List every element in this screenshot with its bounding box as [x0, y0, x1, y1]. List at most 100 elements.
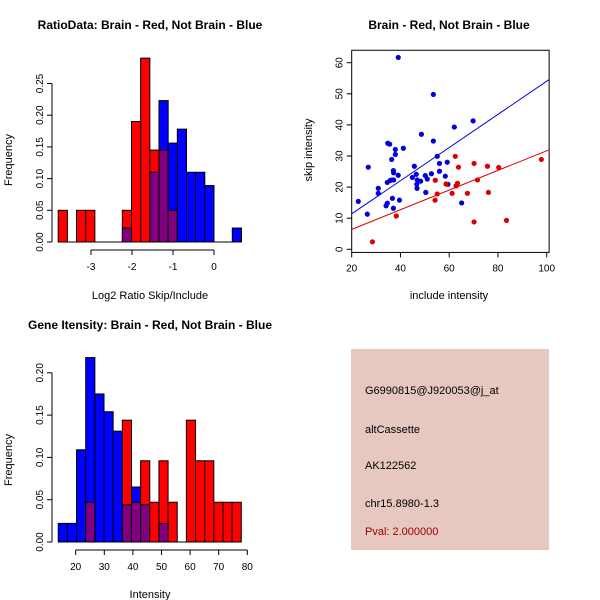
intensity-x-tick-label: 70	[213, 562, 225, 573]
scatter-point	[485, 189, 492, 195]
scatter-xlabel: include intensity	[410, 290, 489, 302]
scatter-x-tick-label: 20	[346, 263, 358, 274]
ratio-x-tick-label: -1	[169, 262, 178, 273]
scatter-point	[464, 190, 471, 196]
scatter-point	[444, 159, 450, 165]
scatter-y-tick-label: 60	[335, 57, 346, 69]
ratio-x-tick-label: -3	[87, 262, 96, 273]
p-value: Pval: 2.000000	[365, 526, 439, 538]
intensity-bar	[76, 449, 87, 543]
scatter-title: Brain - Red, Not Brain - Blue	[368, 18, 530, 32]
scatter-x-tick-label: 100	[538, 263, 555, 274]
scatter-y-tick-label: 50	[335, 88, 346, 100]
intensity-bar	[66, 522, 78, 543]
scatter-x-tick-label: 80	[492, 263, 504, 274]
ratio-bar	[140, 57, 151, 243]
scatter-point	[432, 177, 438, 183]
scatter-y-tick-label: 40	[335, 119, 346, 131]
scatter-point	[413, 171, 419, 177]
ratio-bar	[204, 185, 215, 243]
intensity-bar	[103, 411, 114, 543]
ratio-y-tick-label: 0.05	[35, 200, 46, 220]
ratio-x-tick-label: 0	[211, 262, 217, 273]
ratio-bar	[85, 209, 96, 243]
ratio-y-tick-label: 0.10	[35, 168, 46, 188]
scatter-point	[392, 151, 398, 158]
scatter-point	[449, 190, 455, 196]
intensity-xlabel: Intensity	[130, 589, 171, 600]
ratio-bar	[231, 227, 242, 243]
scatter-point	[418, 131, 425, 137]
intensity-bar	[231, 501, 242, 543]
intensity-bar	[112, 430, 123, 543]
location: chr15.8980-1.3	[365, 498, 439, 510]
scatter-x-tick-label: 40	[395, 263, 407, 274]
ratio-overlap-bar	[149, 171, 160, 243]
intensity-y-tick-label: 0.10	[35, 447, 46, 467]
scatter-point	[414, 181, 420, 187]
intensity-x-tick-label: 20	[70, 562, 82, 573]
scatter-point	[355, 198, 361, 205]
intensity-bar	[195, 460, 206, 543]
scatter-point	[471, 160, 477, 167]
ratio-overlap-bar	[121, 227, 133, 243]
event-type: altCassette	[365, 424, 421, 436]
intensity-y-tick-label: 0.20	[35, 363, 46, 383]
ratio-bar	[131, 121, 142, 243]
intensity-ylabel: Frequency	[3, 434, 15, 486]
scatter-point	[395, 172, 401, 178]
intensity-y-tick-label: 0.15	[35, 405, 46, 425]
scatter-point	[496, 164, 502, 171]
scatter-point	[470, 118, 476, 124]
scatter-point	[400, 145, 406, 151]
scatter-x-tick-label: 60	[444, 263, 456, 274]
ratio-y-tick-label: 0.25	[35, 73, 46, 93]
regression-line	[351, 149, 550, 230]
ratio-bar	[185, 171, 197, 243]
scatter-point	[436, 160, 443, 167]
scatter-point	[430, 91, 436, 98]
scatter-y-tick-label: 0	[335, 246, 346, 252]
scatter-point	[414, 185, 420, 191]
scatter-point	[364, 211, 370, 217]
scatter-point	[424, 176, 430, 182]
scatter-point	[391, 170, 397, 176]
intensity-overlap-bar	[130, 501, 142, 543]
scatter-point	[411, 163, 417, 169]
scatter-point	[369, 239, 376, 245]
intensity-overlap-bar	[140, 504, 151, 543]
scatter-point	[503, 217, 510, 223]
scatter-point	[538, 156, 544, 163]
scatter-point	[389, 156, 395, 163]
intensity-bar	[94, 393, 105, 543]
intensity-overlap-bar	[158, 522, 169, 543]
scatter-point	[391, 177, 397, 183]
intensity-x-tick-label: 60	[185, 562, 197, 573]
scatter-point	[454, 180, 461, 186]
ratio-y-tick-label: 0.20	[35, 105, 46, 125]
intensity-x-tick-label: 30	[99, 562, 111, 573]
ratio-bar	[195, 171, 206, 243]
probe-id: G6990815@J920053@j_at	[365, 385, 499, 397]
intensity-bar	[204, 460, 215, 543]
scatter-point	[484, 163, 491, 169]
ratio-y-tick-label: 0.15	[35, 137, 46, 157]
intensity-x-tick-label: 40	[127, 562, 139, 573]
scatter-point	[393, 213, 399, 219]
scatter-point	[423, 189, 429, 195]
ratio-bar	[57, 209, 68, 243]
ratio-bar	[76, 209, 87, 243]
ratio-title: RatioData: Brain - Red, Not Brain - Blue	[38, 18, 263, 32]
intensity-y-tick-label: 0.00	[35, 532, 46, 552]
intensity-title: Gene Itensity: Brain - Red, Not Brain - …	[28, 318, 272, 332]
intensity-bar	[222, 501, 233, 543]
scatter-point	[442, 173, 448, 179]
scatter-y-tick-label: 20	[335, 181, 346, 193]
ratio-xlabel: Log2 Ratio Skip/Include	[92, 290, 208, 302]
scatter-point	[459, 200, 465, 206]
scatter-point	[428, 171, 435, 177]
accession: AK122562	[365, 460, 417, 472]
ratio-bar	[176, 128, 187, 243]
scatter-point	[443, 181, 449, 187]
